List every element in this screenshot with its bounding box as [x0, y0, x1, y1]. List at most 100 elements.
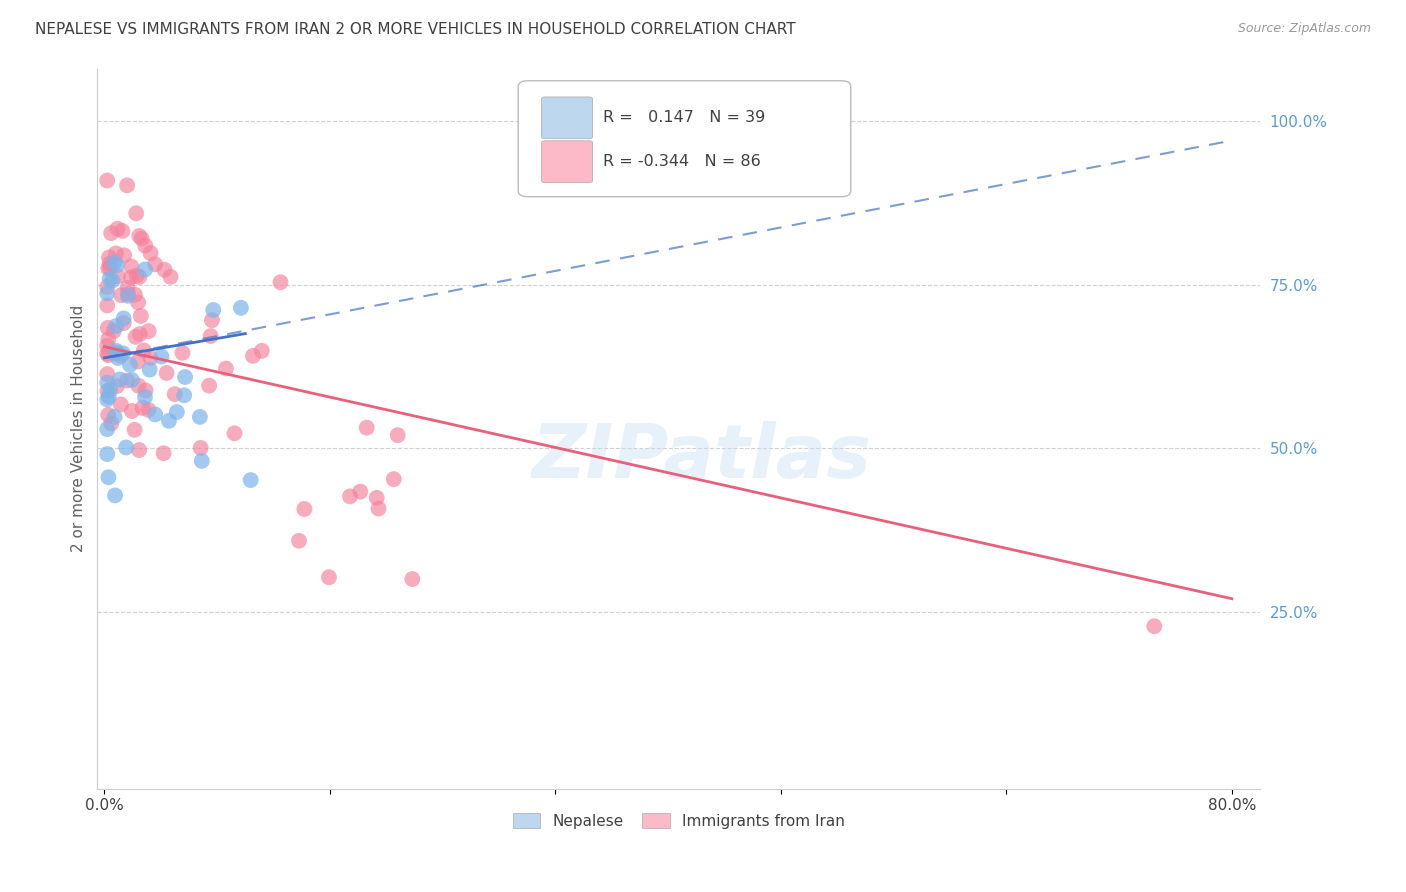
Point — [138, 324, 160, 338]
Point — [367, 501, 389, 516]
Point — [96, 298, 118, 312]
Point — [104, 246, 127, 260]
Point — [174, 370, 197, 384]
Point — [150, 350, 173, 364]
Point — [166, 405, 188, 419]
Point — [97, 470, 120, 484]
Point — [97, 332, 120, 346]
FancyBboxPatch shape — [541, 141, 593, 183]
Point — [269, 275, 291, 289]
Point — [339, 489, 361, 503]
Point — [132, 343, 155, 358]
Point — [96, 367, 118, 381]
Point — [134, 384, 156, 398]
Point — [190, 441, 212, 455]
Point — [105, 319, 128, 334]
Point — [98, 383, 121, 397]
Point — [215, 361, 238, 376]
Point — [98, 271, 121, 285]
Point — [98, 256, 121, 270]
Point — [105, 258, 128, 272]
Point — [131, 401, 153, 415]
Point — [202, 303, 225, 318]
Point — [107, 269, 129, 284]
Point — [163, 387, 186, 401]
Point — [98, 251, 121, 265]
Text: ZIPatlas: ZIPatlas — [531, 421, 872, 494]
Point — [401, 572, 423, 586]
Point — [112, 316, 135, 330]
Point — [143, 408, 166, 422]
Point — [96, 346, 118, 360]
Point — [128, 270, 150, 285]
Point — [117, 287, 139, 301]
Point — [115, 374, 138, 388]
Point — [124, 423, 146, 437]
Point — [118, 358, 141, 372]
Point — [134, 262, 156, 277]
Point — [124, 287, 146, 301]
Point — [288, 533, 311, 548]
Point — [120, 260, 142, 274]
Point — [107, 351, 129, 365]
Point — [101, 273, 124, 287]
Point — [105, 346, 128, 360]
Point — [190, 454, 212, 468]
Point — [97, 261, 120, 276]
Point — [318, 570, 340, 584]
Point — [100, 226, 122, 240]
Point — [115, 178, 138, 193]
Point — [366, 491, 388, 505]
Point — [188, 409, 211, 424]
Point — [117, 280, 139, 294]
Point — [229, 301, 252, 315]
Point — [96, 422, 118, 436]
Point — [224, 426, 246, 441]
Point — [153, 262, 176, 277]
Point — [108, 372, 131, 386]
Point — [143, 257, 166, 271]
Point — [134, 390, 156, 404]
Point — [96, 447, 118, 461]
Point — [96, 280, 118, 294]
Point — [139, 246, 162, 260]
Point — [97, 321, 120, 335]
Point — [98, 260, 121, 275]
Point — [139, 351, 162, 365]
Point — [96, 339, 118, 353]
Point — [97, 408, 120, 422]
Point — [111, 224, 134, 238]
Point — [121, 373, 143, 387]
Point — [96, 286, 118, 301]
Point — [96, 384, 118, 398]
Point — [128, 443, 150, 458]
Point — [112, 311, 135, 326]
Point — [97, 390, 120, 404]
Text: R =   0.147   N = 39: R = 0.147 N = 39 — [603, 111, 765, 126]
Point — [131, 231, 153, 245]
Point — [96, 376, 118, 390]
Point — [242, 349, 264, 363]
Point — [96, 392, 118, 407]
Point — [105, 343, 128, 358]
Point — [120, 270, 142, 285]
Point — [112, 248, 135, 262]
Point — [134, 238, 156, 252]
Y-axis label: 2 or more Vehicles in Household: 2 or more Vehicles in Household — [72, 305, 86, 552]
Point — [129, 309, 152, 323]
Point — [172, 346, 194, 360]
Text: R = -0.344   N = 86: R = -0.344 N = 86 — [603, 154, 761, 169]
Point — [97, 348, 120, 362]
Point — [349, 484, 371, 499]
Point — [128, 229, 150, 244]
Point — [125, 206, 148, 220]
Point — [117, 289, 139, 303]
Point — [115, 441, 138, 455]
Point — [107, 221, 129, 235]
Point — [127, 378, 149, 392]
Point — [103, 409, 125, 424]
Point — [127, 295, 149, 310]
Point — [107, 346, 129, 360]
Point — [173, 388, 195, 402]
Point — [382, 472, 405, 486]
